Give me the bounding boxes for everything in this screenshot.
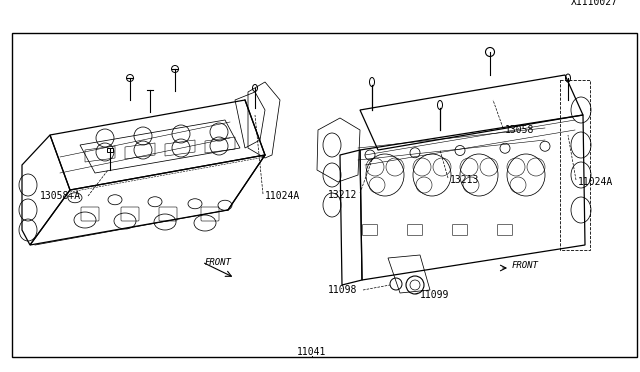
Circle shape — [486, 48, 495, 57]
Text: 13212: 13212 — [328, 190, 357, 200]
Circle shape — [127, 74, 134, 81]
Bar — [12, 33, 637, 357]
Text: 13213: 13213 — [450, 175, 479, 185]
Text: X1110027: X1110027 — [571, 0, 618, 7]
Text: 13058: 13058 — [505, 125, 534, 135]
Text: FRONT: FRONT — [512, 261, 539, 270]
Text: 11099: 11099 — [420, 290, 449, 300]
Text: 11024A: 11024A — [265, 191, 300, 201]
Text: 13058+A: 13058+A — [40, 191, 81, 201]
Text: 11041: 11041 — [297, 347, 326, 356]
Text: 11098: 11098 — [328, 285, 357, 295]
Text: FRONT: FRONT — [205, 258, 232, 267]
Bar — [107, 148, 113, 152]
Circle shape — [172, 65, 179, 73]
Text: 11024A: 11024A — [578, 177, 613, 187]
